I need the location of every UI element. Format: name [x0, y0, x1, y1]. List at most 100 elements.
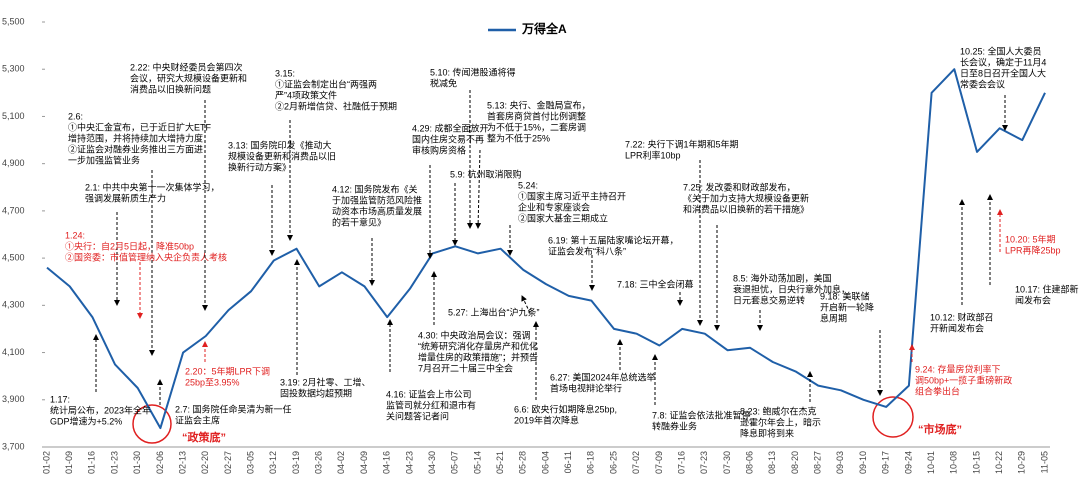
annotation-text: 10.25: 全国人大委员 — [960, 45, 1042, 56]
annotation-text: 调50bp+一揽子重磅新政 — [915, 374, 1012, 385]
x-tick-label: 05-28 — [518, 451, 528, 474]
annotation-text: 常委会会议 — [960, 78, 1005, 89]
annotation-text: 国内住房交易不再 — [412, 133, 484, 144]
annotation-text: 税减免 — [430, 77, 457, 88]
annotation-arrow — [475, 149, 482, 229]
annotation-text: 证监会主席 — [175, 414, 220, 425]
annotation-text: 3.15: — [275, 68, 295, 78]
annotation-text: 审核购房资格 — [412, 144, 466, 155]
x-tick-label: 04-02 — [336, 451, 346, 474]
annotation-text: 1.17: — [50, 394, 70, 404]
x-tick-label: 01-30 — [132, 451, 142, 474]
x-tick-label: 10-08 — [949, 451, 959, 474]
annotation-text: 2019年首次降息 — [514, 414, 579, 425]
x-tick-label: 08-13 — [767, 451, 777, 474]
annotation-text: 4.29: 成都全面放开 — [412, 122, 489, 133]
annotation-text: 逊霍尔年会上，暗示 — [740, 416, 821, 427]
annotation-text: 会议，研究大规模设备更新和 — [130, 72, 247, 83]
x-tick-label: 06-25 — [608, 451, 618, 474]
annotation-text: ②国家大基金三期成立 — [518, 212, 608, 223]
annotation-text: 首套房商贷首付比例调整 — [487, 110, 586, 121]
annotation-text: 换新行动方案》 — [228, 161, 291, 172]
annotation-text: ①央行：自2月5日起，降准50bp — [65, 240, 194, 251]
annotation-text: 2.20：5年期LPR下调 — [185, 365, 270, 376]
y-tick-label: 5,300 — [2, 64, 25, 74]
x-tick-label: 05-21 — [495, 451, 505, 474]
x-tick-label: 06-18 — [586, 451, 596, 474]
annotation-text: 7.8: 证监会依法批准暂停 — [652, 409, 751, 420]
annotation-text: 一步加强监管业务 — [68, 154, 140, 165]
annotation-text: 长会议，确定于11月4 — [960, 56, 1046, 67]
x-tick-label: 07-30 — [722, 451, 732, 474]
annotation-text: 降息即将到来 — [740, 427, 794, 438]
annotation-text: 25bp至3.95% — [185, 377, 240, 387]
x-tick-label: 03-05 — [246, 451, 256, 474]
annotation-text: 6.27: 美国2024年总统选举 — [550, 371, 656, 382]
x-tick-label: 06-11 — [563, 451, 573, 473]
annotation-text: 动资本市场高质量发展 — [332, 205, 422, 216]
y-tick-label: 4,500 — [2, 252, 25, 262]
annotation-text: 增持范围，并将持续加大增持力度 — [68, 132, 203, 143]
x-tick-label: 04-16 — [382, 451, 392, 474]
annotation-text: 消费品以旧换新问题 — [130, 83, 211, 94]
annotation-text: 监管司就分红和退市有 — [386, 399, 476, 410]
annotation-text: ②国资委：市值管理纳入央企负责人考核 — [65, 251, 227, 262]
annotation-text: 7.18: 三中全会闭幕 — [617, 278, 694, 289]
annotation-text: 5.10: 传闻港股通将得 — [430, 66, 516, 77]
x-tick-label: 10-22 — [994, 451, 1004, 474]
x-tick-label: 11-05 — [1039, 451, 1049, 473]
x-tick-label: 01-09 — [64, 451, 74, 474]
x-tick-label: 09-17 — [881, 451, 891, 474]
annotation-text: 《关于加力支持大规模设备更新 — [683, 192, 809, 203]
y-tick-label: 5,500 — [2, 16, 25, 26]
x-tick-label: 03-19 — [291, 451, 301, 474]
x-tick-label: 08-06 — [745, 451, 755, 474]
annotation-text: 统计局公布，2023年全年 — [50, 404, 151, 415]
annotation-text: 强调发展新质生产力 — [85, 192, 166, 203]
circle-marker — [872, 396, 914, 438]
annotation-text: 5.9: 杭州取消限购 — [450, 168, 522, 179]
x-tick-label: 08-27 — [813, 451, 823, 474]
x-tick-label: 04-30 — [427, 451, 437, 474]
x-tick-label: 01-23 — [109, 451, 119, 474]
annotation-arrow — [521, 295, 531, 314]
x-tick-label: 02-20 — [200, 451, 210, 474]
x-tick-label: 07-16 — [676, 451, 686, 474]
annotation-text: “统筹研究消化存量房产和优化 — [418, 340, 538, 351]
annotation-text: 1.24: — [65, 230, 85, 240]
annotation-text: 规模设备更新和消费品以旧 — [228, 150, 336, 161]
annotation-text: 4.30: 中央政治局会议：强调 — [418, 329, 531, 340]
annotation-text: 于加强监管防范风险推 — [332, 194, 422, 205]
annotation-text: 固投数据均超预期 — [280, 387, 352, 398]
annotation-text: 5.27: 上海出台“沪九条” — [448, 306, 540, 317]
x-tick-label: 10-29 — [1017, 451, 1027, 474]
x-tick-label: 04-09 — [359, 451, 369, 474]
annotation-text: 开新闻发布会 — [930, 322, 984, 333]
annotation-text: 为不低于15%，二套房调 — [487, 121, 586, 132]
bottom-label: “市场底” — [918, 422, 962, 436]
x-tick-label: 02-27 — [223, 451, 233, 474]
annotation-text: 3.13: 国务院印发《推动大 — [228, 139, 332, 150]
y-tick-label: 4,900 — [2, 158, 25, 168]
y-tick-label: 3,900 — [2, 394, 25, 404]
annotation-text: 企业和专家座谈会 — [518, 201, 590, 212]
x-tick-label: 05-07 — [450, 451, 460, 474]
annotation-text: 日至8日召开全国人大 — [960, 67, 1046, 78]
x-tick-label: 08-20 — [790, 451, 800, 474]
circle-marker — [132, 404, 172, 444]
annotation-text: 严”4项政策文件 — [275, 89, 337, 100]
y-tick-label: 5,100 — [2, 111, 25, 121]
annotation-text: 闻发布会 — [1015, 294, 1051, 305]
annotation-text: 2.6: — [68, 111, 83, 121]
y-tick-label: 4,100 — [2, 347, 25, 357]
x-tick-label: 07-23 — [699, 451, 709, 474]
annotation-text: 8.23: 鲍威尔在杰克 — [740, 405, 817, 416]
annotation-text: 转融券业务 — [652, 420, 697, 431]
annotation-text: 7.25: 发改委和财政部发布， — [683, 181, 796, 192]
annotation-text: 8.5: 海外动荡加剧，美国 — [733, 272, 832, 283]
annotation-text: 证监会发布“科八条” — [548, 245, 626, 256]
x-tick-label: 09-10 — [858, 451, 868, 474]
x-tick-label: 01-02 — [41, 451, 51, 474]
x-tick-label: 04-23 — [404, 451, 414, 474]
